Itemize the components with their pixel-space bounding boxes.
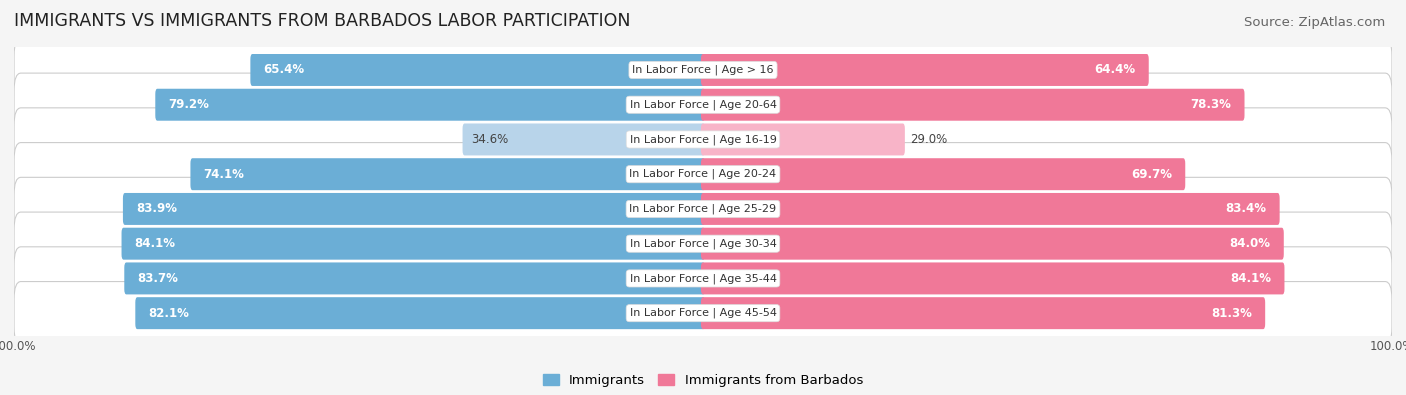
FancyBboxPatch shape	[14, 177, 1392, 241]
FancyBboxPatch shape	[14, 108, 1392, 171]
FancyBboxPatch shape	[14, 212, 1392, 275]
FancyBboxPatch shape	[14, 143, 1392, 206]
FancyBboxPatch shape	[155, 89, 704, 121]
Text: 79.2%: 79.2%	[169, 98, 209, 111]
Text: 84.0%: 84.0%	[1230, 237, 1271, 250]
FancyBboxPatch shape	[190, 158, 704, 190]
Text: In Labor Force | Age 30-34: In Labor Force | Age 30-34	[630, 239, 776, 249]
Legend: Immigrants, Immigrants from Barbados: Immigrants, Immigrants from Barbados	[537, 369, 869, 393]
Text: 74.1%: 74.1%	[204, 168, 245, 181]
FancyBboxPatch shape	[702, 193, 1279, 225]
FancyBboxPatch shape	[702, 54, 1149, 86]
FancyBboxPatch shape	[14, 282, 1392, 345]
Text: Source: ZipAtlas.com: Source: ZipAtlas.com	[1244, 16, 1385, 29]
Text: 83.9%: 83.9%	[136, 203, 177, 215]
Text: In Labor Force | Age > 16: In Labor Force | Age > 16	[633, 65, 773, 75]
FancyBboxPatch shape	[14, 247, 1392, 310]
Text: 84.1%: 84.1%	[135, 237, 176, 250]
FancyBboxPatch shape	[702, 297, 1265, 329]
FancyBboxPatch shape	[250, 54, 704, 86]
Text: 65.4%: 65.4%	[263, 64, 305, 77]
FancyBboxPatch shape	[702, 158, 1185, 190]
Text: 83.4%: 83.4%	[1226, 203, 1267, 215]
FancyBboxPatch shape	[135, 297, 704, 329]
Text: In Labor Force | Age 20-64: In Labor Force | Age 20-64	[630, 100, 776, 110]
FancyBboxPatch shape	[702, 228, 1284, 260]
Text: 78.3%: 78.3%	[1191, 98, 1232, 111]
Text: In Labor Force | Age 45-54: In Labor Force | Age 45-54	[630, 308, 776, 318]
Text: In Labor Force | Age 20-24: In Labor Force | Age 20-24	[630, 169, 776, 179]
Text: IMMIGRANTS VS IMMIGRANTS FROM BARBADOS LABOR PARTICIPATION: IMMIGRANTS VS IMMIGRANTS FROM BARBADOS L…	[14, 12, 630, 30]
Text: 83.7%: 83.7%	[138, 272, 179, 285]
Text: 34.6%: 34.6%	[471, 133, 509, 146]
Text: 29.0%: 29.0%	[910, 133, 946, 146]
FancyBboxPatch shape	[122, 193, 704, 225]
FancyBboxPatch shape	[124, 262, 704, 294]
Text: In Labor Force | Age 16-19: In Labor Force | Age 16-19	[630, 134, 776, 145]
FancyBboxPatch shape	[14, 38, 1392, 102]
Text: In Labor Force | Age 25-29: In Labor Force | Age 25-29	[630, 204, 776, 214]
Text: 81.3%: 81.3%	[1211, 307, 1253, 320]
FancyBboxPatch shape	[463, 124, 704, 156]
FancyBboxPatch shape	[14, 73, 1392, 136]
Text: In Labor Force | Age 35-44: In Labor Force | Age 35-44	[630, 273, 776, 284]
Text: 84.1%: 84.1%	[1230, 272, 1271, 285]
Text: 64.4%: 64.4%	[1094, 64, 1136, 77]
FancyBboxPatch shape	[702, 262, 1285, 294]
FancyBboxPatch shape	[702, 89, 1244, 121]
FancyBboxPatch shape	[702, 124, 905, 156]
Text: 69.7%: 69.7%	[1132, 168, 1173, 181]
Text: 82.1%: 82.1%	[149, 307, 190, 320]
FancyBboxPatch shape	[121, 228, 704, 260]
